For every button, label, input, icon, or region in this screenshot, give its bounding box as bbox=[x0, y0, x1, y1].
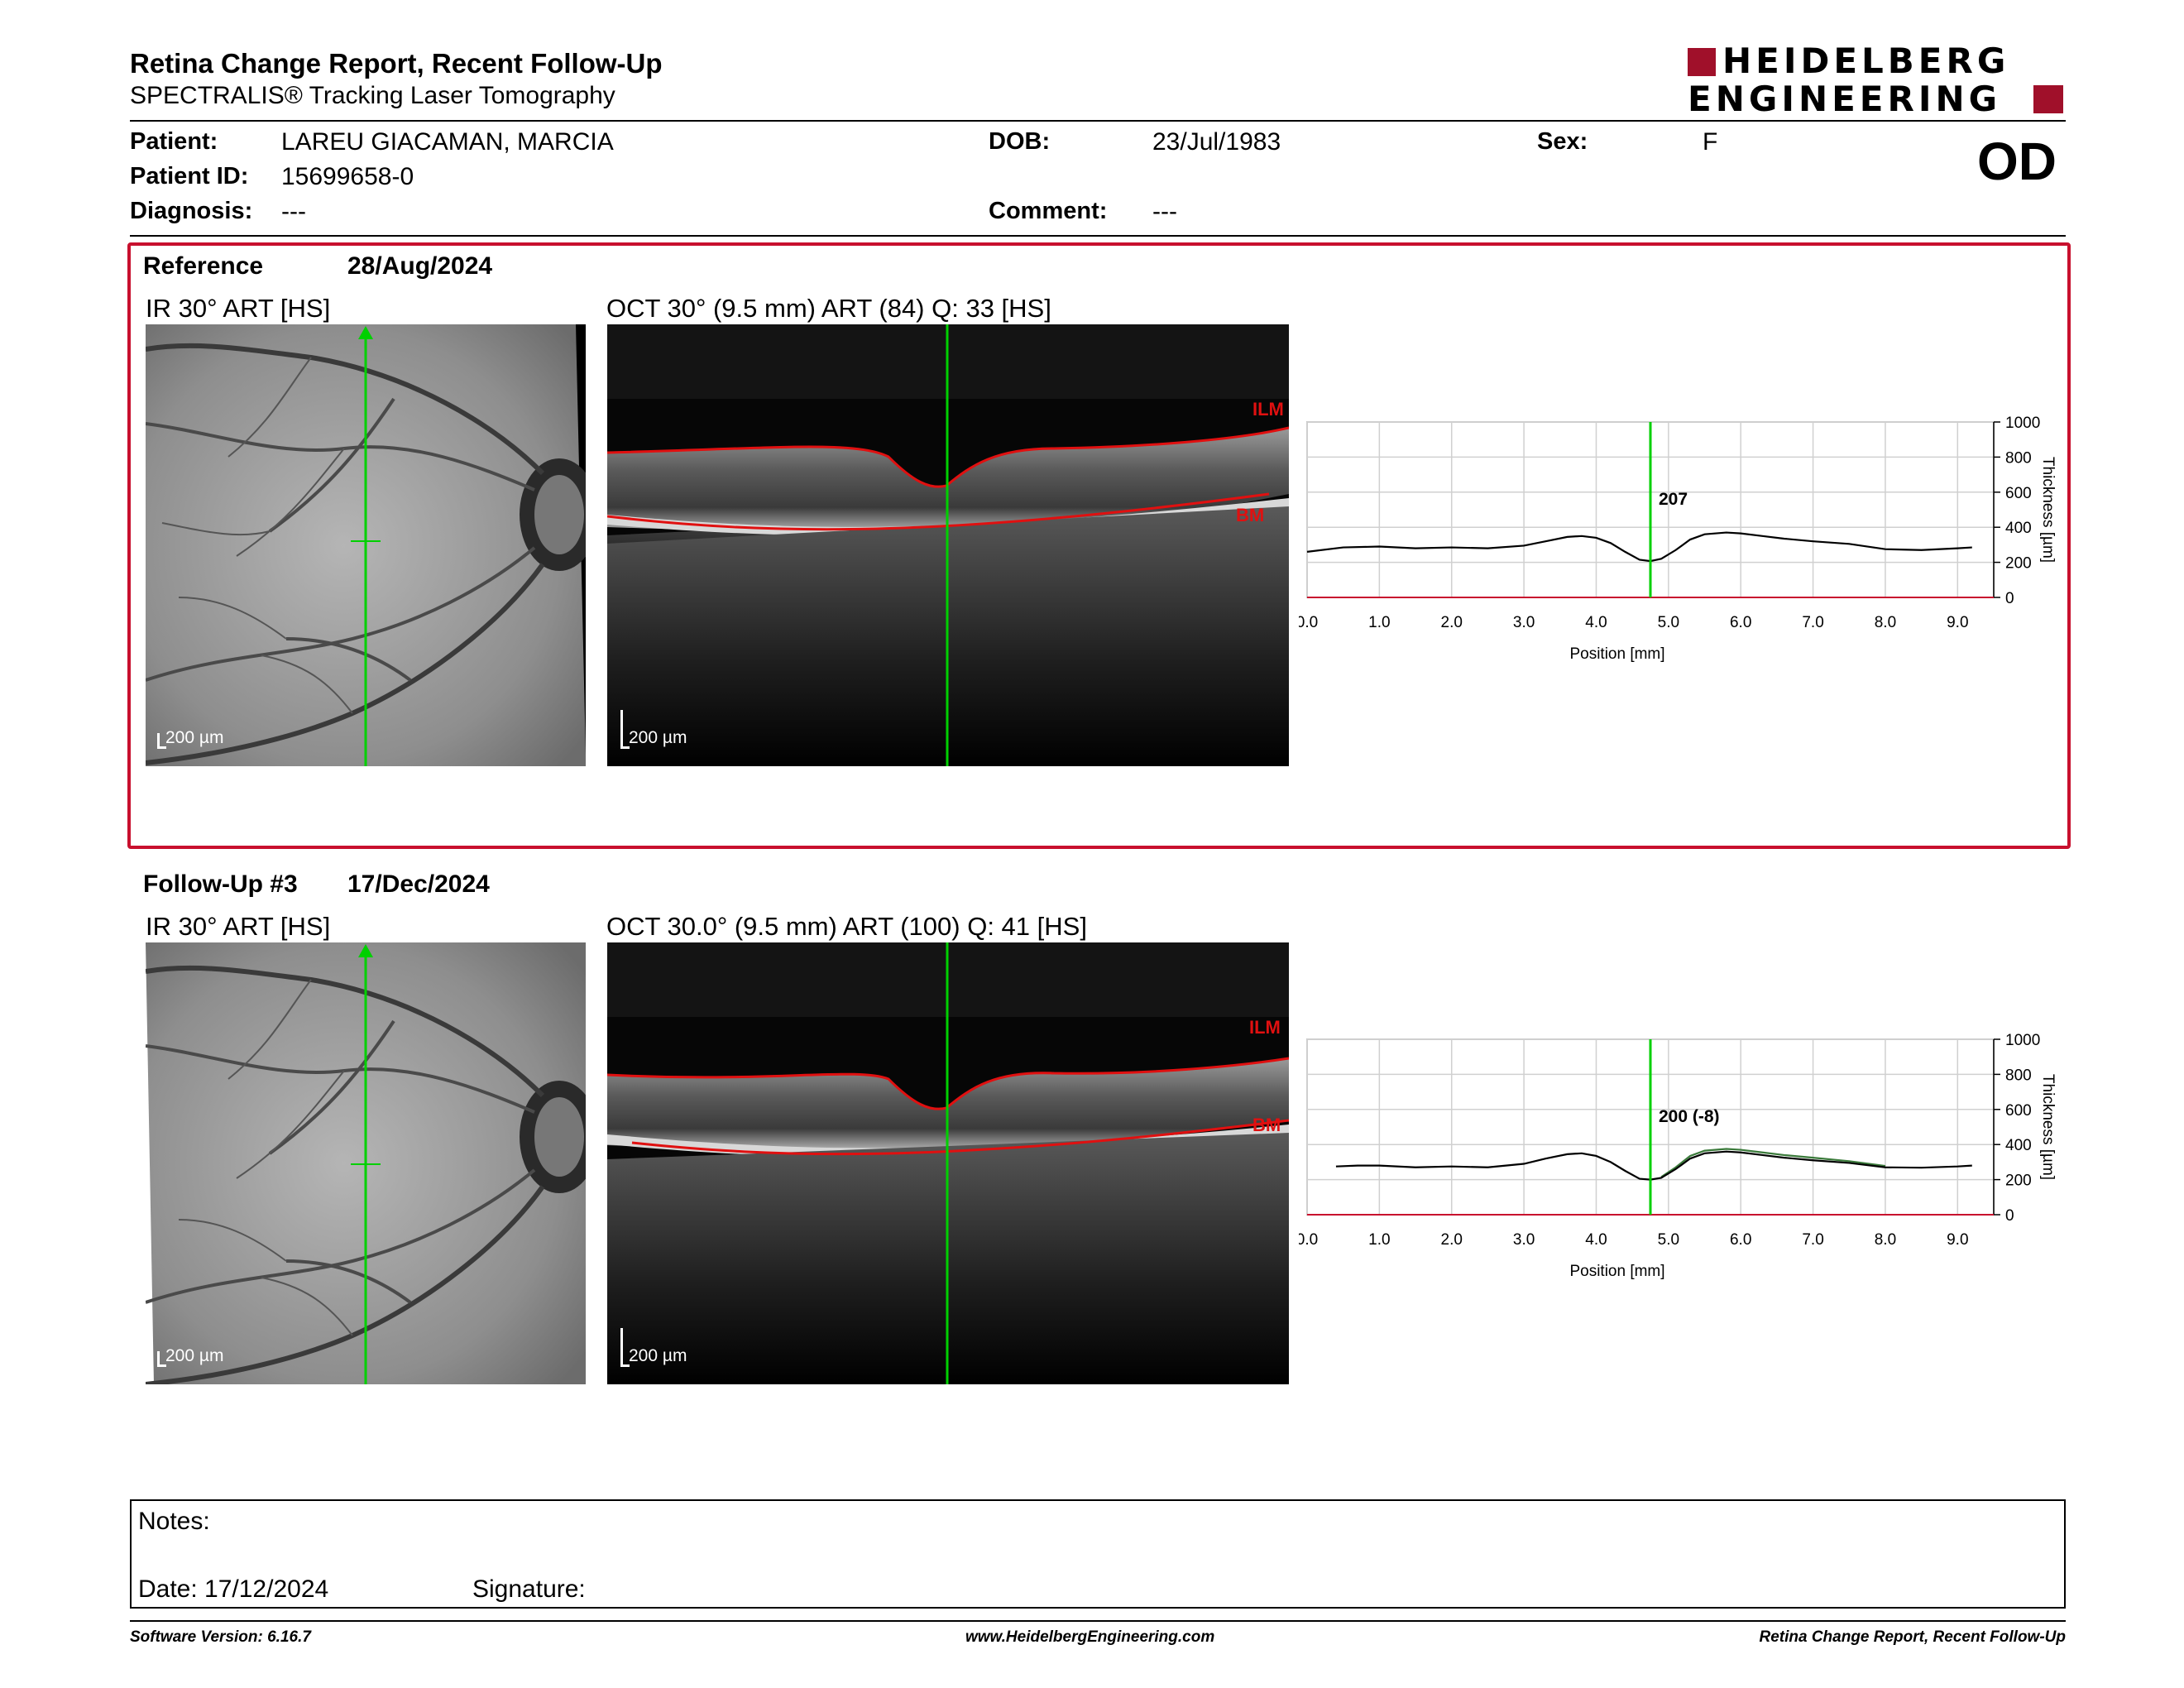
ref-ir-scale: 200 µm bbox=[165, 728, 224, 747]
fu-x-tick-label: 2.0 bbox=[1441, 1231, 1463, 1249]
patient-id-label: Patient ID: bbox=[130, 163, 249, 189]
dob-value: 23/Jul/1983 bbox=[1152, 128, 1281, 156]
fu-ir-scale: 200 µm bbox=[165, 1346, 224, 1365]
reference-date: 28/Aug/2024 bbox=[347, 252, 493, 280]
ref-ir-fundus-image: 200 µm bbox=[146, 324, 586, 766]
signature-label: Signature: bbox=[472, 1575, 586, 1603]
fu-ir-caption: IR 30° ART [HS] bbox=[146, 912, 331, 941]
ref-y-tick-label: 400 bbox=[2005, 520, 2032, 537]
ref-x-tick-label: 3.0 bbox=[1513, 614, 1535, 631]
followup-label: Follow-Up #3 bbox=[143, 870, 298, 898]
ref-x-tick-label: 2.0 bbox=[1441, 614, 1463, 631]
fu-y-tick-label: 200 bbox=[2005, 1172, 2032, 1190]
sex-value: F bbox=[1703, 128, 1718, 156]
diagnosis-label: Diagnosis: bbox=[130, 198, 253, 224]
ref-oct-bscan-image: ILM BM 200 µm bbox=[607, 324, 1289, 766]
fu-thickness-line bbox=[1660, 1148, 1886, 1178]
logo-line1: HEIDELBERG bbox=[1722, 41, 2010, 81]
fu-oct-caption: OCT 30.0° (9.5 mm) ART (100) Q: 41 [HS] bbox=[606, 912, 1087, 941]
ref-x-tick-label: 1.0 bbox=[1368, 614, 1390, 631]
patient-name: LAREU GIACAMAN, MARCIA bbox=[281, 128, 614, 156]
dob-label: DOB: bbox=[989, 128, 1051, 155]
ref-ilm-label: ILM bbox=[1252, 399, 1284, 420]
ref-x-tick-label: 4.0 bbox=[1585, 614, 1607, 631]
ref-bm-label: BM bbox=[1236, 505, 1265, 525]
fu-x-axis-label: Position [mm] bbox=[1569, 1263, 1664, 1280]
heidelberg-logo: HEIDELBERG ENGINEERING bbox=[1688, 41, 2068, 119]
fu-oct-bscan-image: ILM BM 200 µm bbox=[607, 942, 1289, 1384]
patient-label: Patient: bbox=[130, 128, 218, 155]
ref-x-tick-label: 6.0 bbox=[1730, 614, 1751, 631]
fu-y-tick-label: 600 bbox=[2005, 1102, 2032, 1120]
ref-y-tick-label: 600 bbox=[2005, 485, 2032, 502]
diagnosis-value: --- bbox=[281, 198, 306, 225]
logo-red-square-icon bbox=[2033, 85, 2063, 113]
fu-ilm-label: ILM bbox=[1249, 1017, 1281, 1038]
fu-x-tick-label: 6.0 bbox=[1730, 1231, 1751, 1249]
ref-oct-scale: 200 µm bbox=[629, 728, 687, 747]
fu-x-tick-label: 7.0 bbox=[1802, 1231, 1823, 1249]
fu-x-tick-label: 9.0 bbox=[1947, 1231, 1968, 1249]
ref-oct-caption: OCT 30° (9.5 mm) ART (84) Q: 33 [HS] bbox=[606, 294, 1051, 323]
fu-y-tick-label: 0 bbox=[2005, 1207, 2014, 1225]
notes-label: Notes: bbox=[138, 1508, 210, 1535]
ref-x-tick-label: 7.0 bbox=[1802, 614, 1823, 631]
ref-x-axis-label: Position [mm] bbox=[1569, 645, 1664, 663]
followup-date: 17/Dec/2024 bbox=[347, 870, 490, 898]
ref-x-tick-label: 5.0 bbox=[1658, 614, 1679, 631]
fu-x-tick-label: 1.0 bbox=[1368, 1231, 1390, 1249]
fu-x-tick-label: 4.0 bbox=[1585, 1231, 1607, 1249]
ref-y-tick-label: 200 bbox=[2005, 555, 2032, 573]
footer-software-version: Software Version: 6.16.7 bbox=[130, 1628, 311, 1646]
fu-y-tick-label: 800 bbox=[2005, 1067, 2032, 1084]
footer-website: www.HeidelbergEngineering.com bbox=[965, 1628, 1215, 1646]
ref-x-tick-label: 0.0 bbox=[1299, 614, 1318, 631]
report-title: Retina Change Report, Recent Follow-Up bbox=[130, 48, 663, 79]
fu-x-tick-label: 8.0 bbox=[1875, 1231, 1896, 1249]
fu-bm-label: BM bbox=[1252, 1115, 1281, 1135]
logo-line2: ENGINEERING bbox=[1688, 79, 2002, 119]
ref-thickness-chart: 0.0 1.0 2.0 3.0 4.0 5.0 6.0 7.0 8.0 9.0 0 200 400 600… bbox=[1299, 415, 2057, 663]
ref-ir-caption: IR 30° ART [HS] bbox=[146, 294, 331, 323]
sex-label: Sex: bbox=[1537, 128, 1588, 155]
ref-y-tick-label: 0 bbox=[2005, 590, 2014, 607]
logo-red-square-icon bbox=[1688, 48, 1716, 76]
report-subtitle: SPECTRALIS® Tracking Laser Tomography bbox=[130, 82, 615, 109]
fu-y-tick-label: 1000 bbox=[2005, 1032, 2040, 1049]
ref-y-tick-label: 800 bbox=[2005, 449, 2032, 467]
comment-value: --- bbox=[1152, 198, 1177, 225]
fu-x-tick-label: 3.0 bbox=[1513, 1231, 1535, 1249]
fu-x-tick-label: 5.0 bbox=[1658, 1231, 1679, 1249]
fu-ir-fundus-image: 200 µm bbox=[146, 942, 586, 1384]
notes-date: Date: 17/12/2024 bbox=[138, 1575, 329, 1603]
ref-x-tick-label: 9.0 bbox=[1947, 614, 1968, 631]
fu-oct-scale: 200 µm bbox=[629, 1346, 687, 1365]
ref-marker-value-label: 207 bbox=[1659, 490, 1688, 509]
reference-panel bbox=[127, 242, 2071, 849]
ref-y-tick-label: 1000 bbox=[2005, 415, 2040, 432]
fu-y-axis-label: Thickness [µm] bbox=[2039, 1074, 2057, 1180]
fu-thickness-chart: 0.0 1.0 2.0 3.0 4.0 5.0 6.0 7.0 8.0 9.0 0 200 400 600… bbox=[1299, 1032, 2057, 1280]
footer-report-name: Retina Change Report, Recent Follow-Up bbox=[1759, 1628, 2066, 1646]
eye-indicator: OD bbox=[1977, 132, 2057, 191]
reference-label: Reference bbox=[143, 252, 264, 280]
comment-label: Comment: bbox=[989, 198, 1108, 224]
fu-x-tick-label: 0.0 bbox=[1299, 1231, 1318, 1249]
ref-y-axis-label: Thickness [µm] bbox=[2039, 457, 2057, 563]
notes-box: Notes: Date: 17/12/2024 Signature: bbox=[130, 1499, 2066, 1609]
fu-marker-value-label: 200 (-8) bbox=[1659, 1107, 1720, 1126]
ref-x-tick-label: 8.0 bbox=[1875, 614, 1896, 631]
fu-y-tick-label: 400 bbox=[2005, 1137, 2032, 1154]
patient-id: 15699658-0 bbox=[281, 163, 414, 190]
